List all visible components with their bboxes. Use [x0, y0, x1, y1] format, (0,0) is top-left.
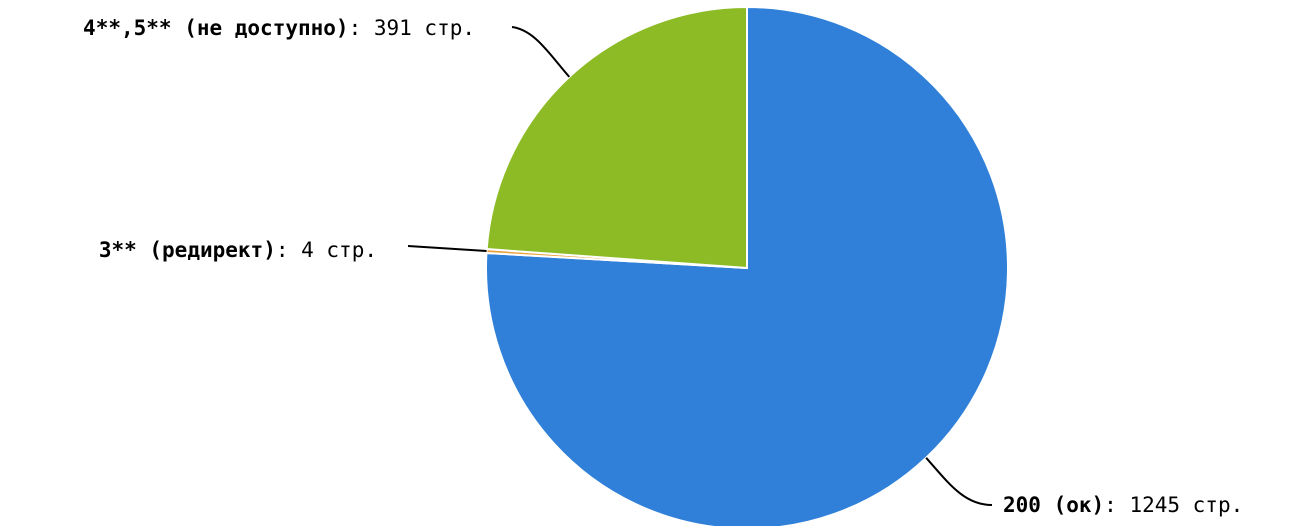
leader-line-2	[512, 27, 569, 77]
slice-label-0: 200 (ок): 1245 стр.	[1003, 493, 1243, 517]
leader-line-1	[408, 246, 487, 251]
pie-slice-2	[487, 7, 747, 268]
leader-line-0	[926, 458, 992, 505]
slice-label-name: 4**,5** (не доступно)	[83, 16, 349, 40]
slice-label-name: 3** (редирект)	[99, 238, 276, 262]
slice-label-value: : 4 стр.	[276, 238, 377, 262]
slice-label-value: : 391 стр.	[349, 16, 475, 40]
slice-label-1: 3** (редирект): 4 стр.	[99, 238, 377, 262]
slice-label-name: 200 (ок)	[1003, 493, 1104, 517]
pie-slices	[486, 7, 1008, 526]
slice-label-2: 4**,5** (не доступно): 391 стр.	[83, 16, 475, 40]
slice-label-value: : 1245 стр.	[1104, 493, 1243, 517]
